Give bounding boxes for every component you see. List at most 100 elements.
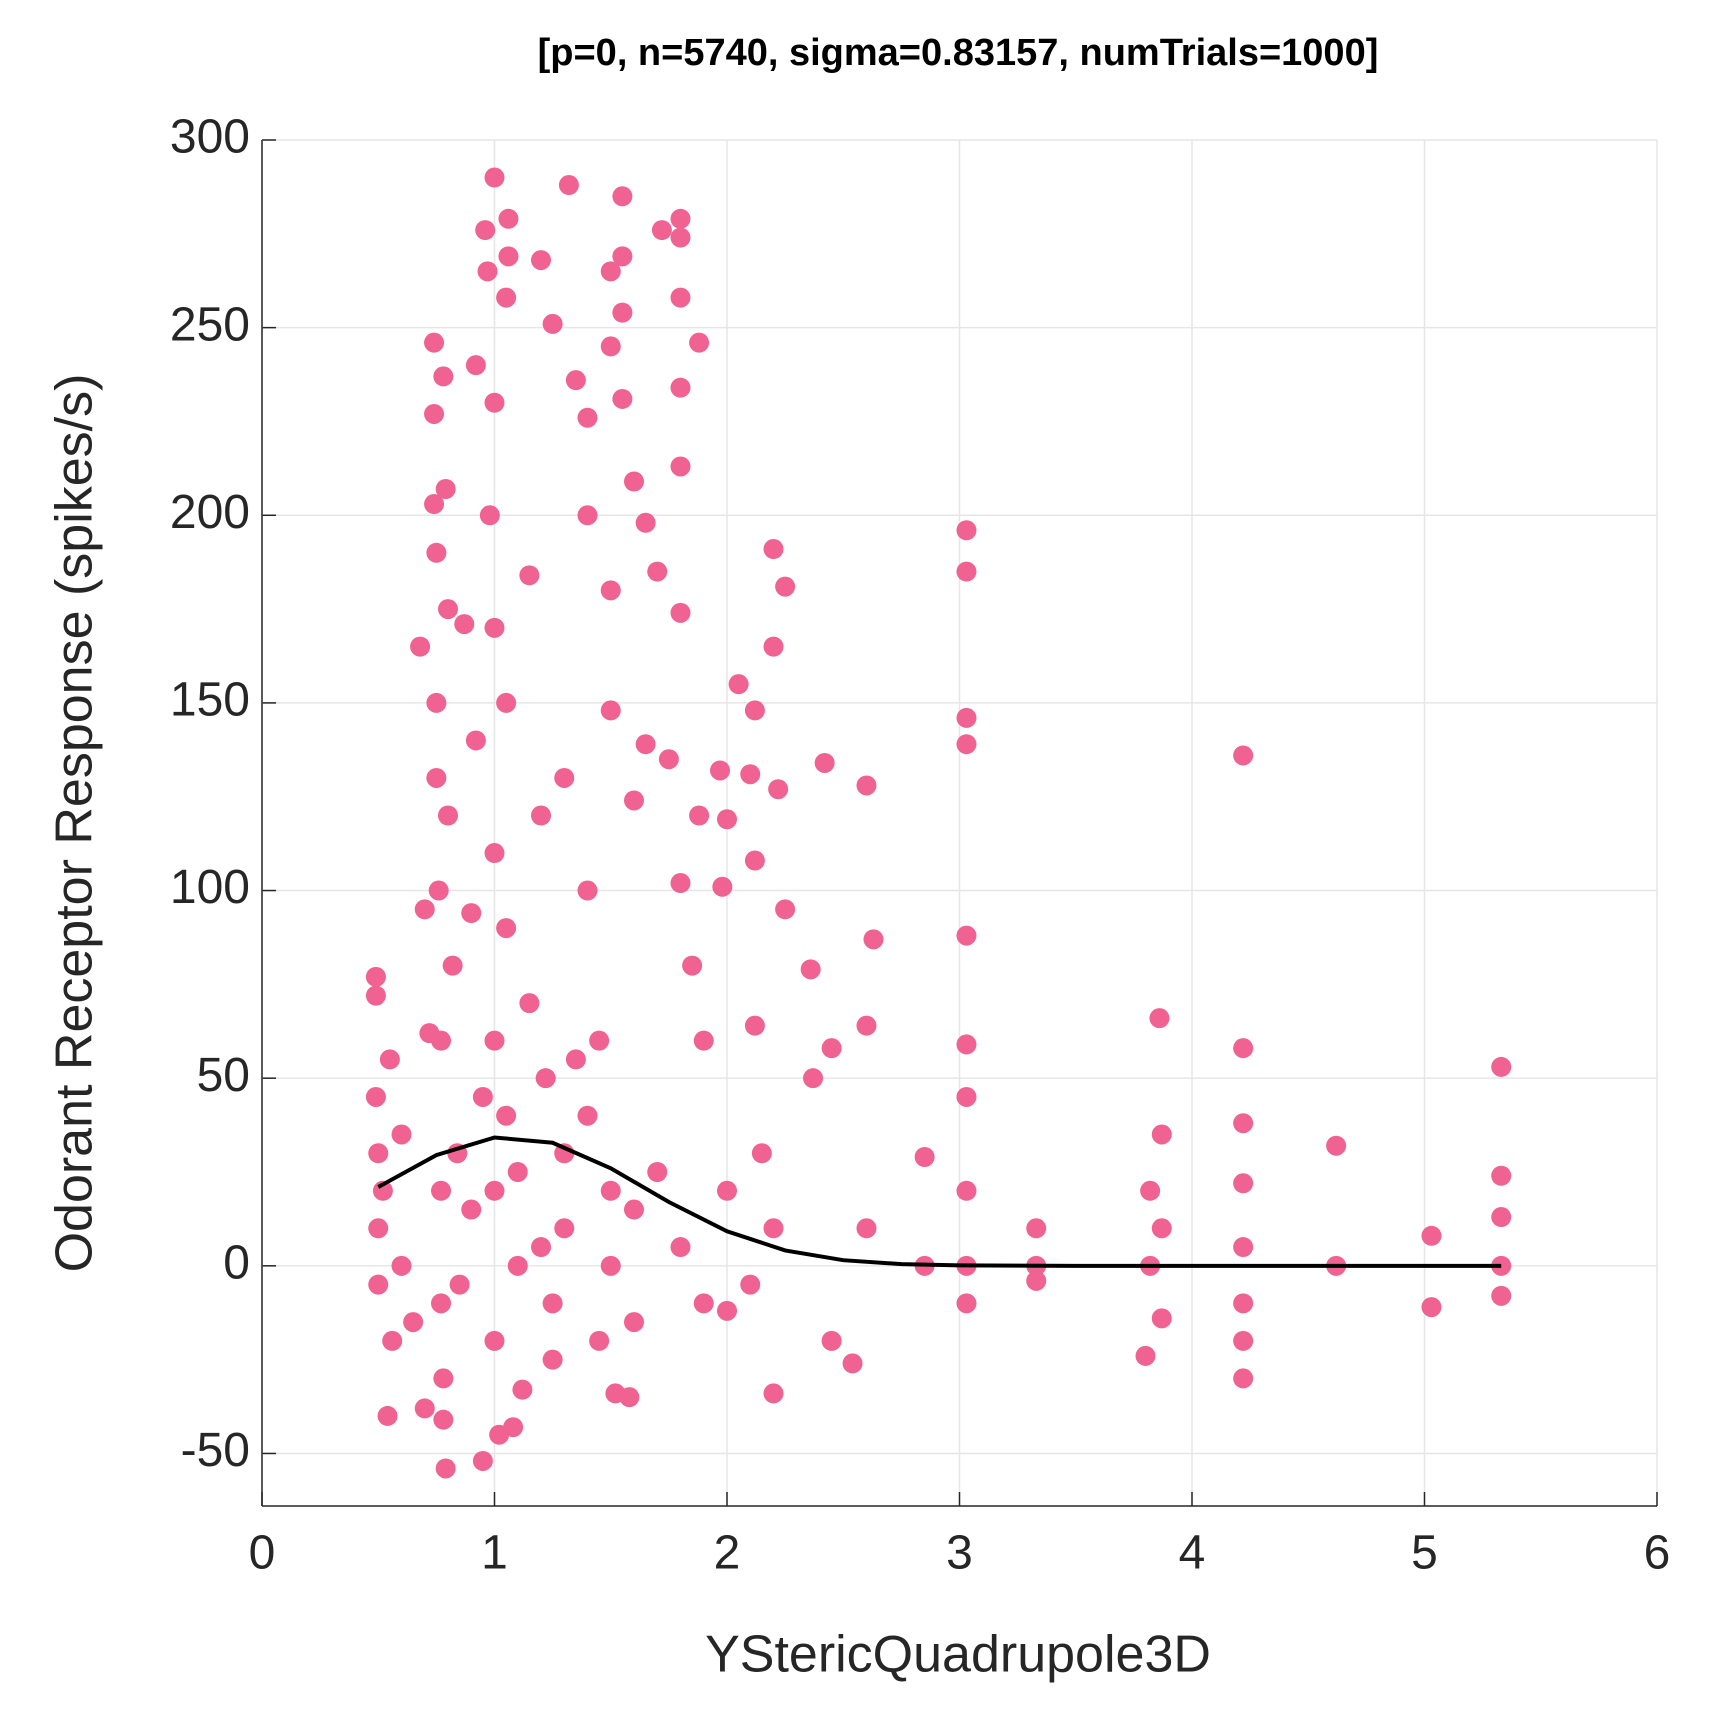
point: [484, 617, 505, 638]
point: [496, 918, 517, 939]
point: [682, 955, 703, 976]
point: [693, 1030, 714, 1051]
point: [1149, 1008, 1170, 1029]
point: [612, 388, 633, 409]
point: [856, 1218, 877, 1239]
point: [1491, 1285, 1512, 1306]
point: [914, 1146, 935, 1167]
point: [600, 580, 621, 601]
point: [763, 1383, 784, 1404]
point: [484, 167, 505, 188]
point: [775, 899, 796, 920]
point: [554, 1218, 575, 1239]
point: [454, 614, 475, 635]
x-tick-label: 4: [1179, 1527, 1206, 1580]
point: [1233, 1368, 1254, 1389]
point: [624, 1312, 644, 1333]
point: [1326, 1135, 1347, 1156]
point: [728, 674, 749, 695]
point: [1233, 1293, 1254, 1314]
point: [763, 539, 784, 560]
point: [433, 1409, 454, 1430]
x-tick-label: 5: [1411, 1527, 1438, 1580]
fit-line: [377, 1135, 1502, 1268]
y-axis-label: Odorant Receptor Response (spikes/s): [46, 374, 104, 1273]
point: [800, 959, 821, 980]
point: [647, 1162, 668, 1183]
point: [768, 779, 789, 800]
point: [542, 1293, 563, 1314]
point: [600, 1255, 621, 1276]
point: [558, 175, 579, 196]
point: [803, 1068, 824, 1089]
point: [1151, 1218, 1172, 1239]
point: [475, 220, 496, 241]
point: [542, 1349, 563, 1370]
point: [391, 1124, 412, 1145]
point: [856, 1015, 877, 1036]
y-tick-label: 200: [170, 486, 250, 539]
point: [433, 366, 454, 387]
point: [956, 734, 977, 755]
point: [431, 1180, 452, 1201]
point: [507, 1162, 528, 1183]
point: [1026, 1270, 1047, 1291]
point: [479, 505, 500, 526]
point: [956, 707, 977, 728]
point: [763, 1218, 784, 1239]
x-tick-label: 1: [481, 1527, 508, 1580]
point: [424, 494, 445, 515]
point: [461, 903, 482, 924]
point: [863, 929, 884, 950]
point: [426, 767, 447, 788]
point: [600, 1180, 621, 1201]
point: [600, 336, 621, 357]
point: [535, 1068, 556, 1089]
point: [379, 1049, 400, 1070]
point: [368, 1274, 389, 1295]
point: [577, 407, 598, 428]
point: [472, 1450, 493, 1471]
point: [477, 261, 498, 282]
x-axis-label: YStericQuadrupole3D: [705, 1626, 1211, 1684]
y-tick-label: 0: [223, 1236, 250, 1289]
point: [956, 1180, 977, 1201]
point: [589, 1330, 610, 1351]
point: [670, 227, 691, 248]
y-tick-label: 250: [170, 298, 250, 351]
point: [635, 734, 656, 755]
point: [577, 505, 598, 526]
point: [496, 692, 517, 713]
point: [433, 1368, 454, 1389]
point: [740, 1274, 761, 1295]
point: [1135, 1345, 1156, 1366]
point: [1491, 1056, 1512, 1077]
point: [531, 250, 551, 271]
point: [612, 246, 633, 267]
point: [368, 1143, 389, 1164]
point: [442, 955, 463, 976]
point: [856, 775, 877, 796]
point: [449, 1274, 470, 1295]
point: [693, 1293, 714, 1314]
point: [612, 302, 633, 323]
point: [712, 876, 733, 897]
y-tick-label: 100: [170, 861, 250, 914]
point: [403, 1312, 424, 1333]
point: [1421, 1297, 1442, 1318]
point: [689, 805, 710, 826]
point: [670, 602, 691, 623]
point: [821, 1038, 842, 1059]
x-tick-label: 3: [946, 1527, 973, 1580]
point: [1233, 1038, 1254, 1059]
x-tick-label: 0: [249, 1527, 276, 1580]
point: [717, 809, 737, 830]
point: [465, 730, 486, 751]
point: [531, 805, 551, 826]
point: [519, 993, 540, 1014]
point: [814, 752, 835, 773]
point: [1233, 745, 1254, 766]
point: [744, 1015, 765, 1036]
point: [365, 966, 386, 987]
